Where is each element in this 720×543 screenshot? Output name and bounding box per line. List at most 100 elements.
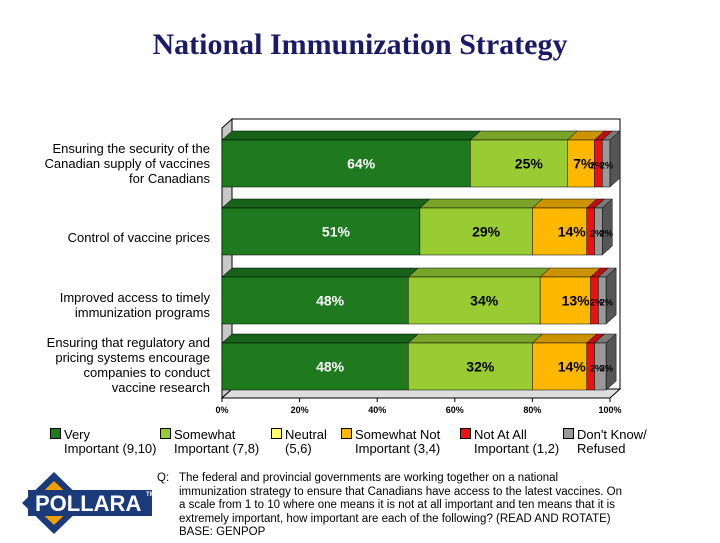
legend-label: Neutral: [285, 427, 327, 442]
bar-segment-top: [469, 130, 578, 141]
x-tick-label: 60%: [446, 405, 464, 415]
legend-swatch: [50, 428, 61, 439]
bar-segment-top: [221, 198, 431, 209]
category-label-line: Ensuring that regulatory and: [46, 335, 210, 350]
bar-segment: [407, 342, 533, 391]
data-label: 2%: [590, 298, 603, 308]
x-tick-label: 0%: [215, 405, 228, 415]
legend-label: Important (9,10): [64, 441, 157, 456]
bar-segment: [532, 342, 587, 391]
data-label: 64%: [347, 156, 376, 172]
bar-end-face: [609, 130, 621, 188]
legend: Very Important (9,10) Somewhat Important…: [50, 428, 670, 462]
bar-end-face: [605, 267, 617, 325]
legend-item-neutral: Neutral (5,6): [271, 428, 327, 456]
legend-swatch: [341, 428, 352, 439]
legend-item-somewhat-not-important: Somewhat Not Important (3,4): [341, 428, 440, 456]
question-body: The federal and provincial governments a…: [179, 472, 622, 538]
logo-graphic: POLLARA TM: [22, 472, 155, 534]
pollara-logo: POLLARA TM: [18, 468, 160, 538]
category-label-3: Improved access to timely immunization p…: [60, 290, 210, 320]
data-label: 3%: [600, 364, 613, 374]
x-tick-label: 40%: [368, 405, 386, 415]
data-label: 13%: [562, 293, 591, 309]
legend-label: Somewhat: [174, 427, 236, 442]
data-label: 7%: [573, 156, 594, 172]
bar-end-face: [601, 198, 613, 256]
legend-swatch: [460, 428, 471, 439]
bar-segment-top: [221, 130, 481, 141]
logo-band: [28, 490, 152, 516]
category-label-line: Ensuring the security of the: [52, 141, 210, 156]
data-label: 48%: [316, 359, 345, 375]
data-label: 25%: [515, 156, 544, 172]
bar-segment-top: [531, 333, 598, 344]
legend-swatch: [563, 428, 574, 439]
bar-end-face: [605, 333, 617, 391]
bar-segment-top: [407, 267, 551, 278]
bar-segment-top: [531, 198, 598, 209]
legend-label: Don't Know/: [577, 427, 647, 442]
bar-segment-top: [221, 333, 419, 344]
legend-item-not-at-all-important: Not At All Important (1,2): [460, 428, 559, 456]
data-label: 2%: [600, 229, 613, 239]
category-label-line: pricing systems encourage: [55, 350, 210, 365]
category-label-1: Ensuring the security of the Canadian su…: [45, 141, 211, 186]
legend-label: Not At All: [474, 427, 527, 442]
bar-segment: [532, 207, 587, 256]
bar-segment: [470, 139, 568, 188]
bar-segment: [407, 276, 541, 325]
category-label-line: immunization programs: [74, 305, 210, 320]
data-label: 29%: [472, 224, 501, 240]
legend-label: (5,6): [285, 441, 312, 456]
data-label: 2%: [600, 161, 613, 171]
legend-swatch: [160, 428, 171, 439]
legend-label: Very: [64, 427, 91, 442]
category-label-4: Ensuring that regulatory and pricing sys…: [47, 335, 210, 395]
bar-segment: [221, 342, 409, 391]
data-label: 14%: [558, 224, 587, 240]
data-label: 2%: [590, 364, 603, 374]
data-label: 2%: [590, 229, 603, 239]
data-label: 14%: [558, 359, 587, 375]
category-label-line: for Canadians: [129, 171, 210, 186]
legend-item-somewhat-important: Somewhat Important (7,8): [160, 428, 259, 456]
question-text: Q: The federal and provincial government…: [157, 472, 627, 540]
logo-tm: TM: [146, 492, 155, 498]
category-label-line: companies to conduct: [83, 365, 210, 380]
category-label-line: Canadian supply of vaccines: [44, 156, 211, 171]
bar-segment-top: [419, 198, 544, 209]
legend-label: Somewhat Not: [355, 427, 441, 442]
bar-segment: [567, 139, 595, 188]
bar-segment: [221, 139, 471, 188]
legend-label: Important (1,2): [474, 441, 560, 456]
x-tick-label: 20%: [291, 405, 309, 415]
legend-label: Refused: [577, 441, 626, 456]
bar-segment: [419, 207, 533, 256]
legend-label: Important (7,8): [174, 441, 260, 456]
bar-segment: [221, 276, 409, 325]
category-label-line: Control of vaccine prices: [67, 230, 210, 245]
data-label: 51%: [322, 224, 351, 240]
bar-segment-top: [407, 333, 544, 344]
data-label: 32%: [466, 359, 495, 375]
data-label: 48%: [316, 293, 345, 309]
chart-title: National Immunization Strategy: [152, 28, 568, 61]
legend-item-dont-know: Don't Know/ Refused: [563, 428, 647, 456]
chart-floor: [220, 388, 622, 399]
data-label: 2%: [600, 298, 613, 308]
category-label-line: vaccine research: [111, 380, 210, 395]
legend-swatch: [271, 428, 282, 439]
bar-segment: [539, 276, 591, 325]
legend-label: Important (3,4): [355, 441, 441, 456]
data-label: 2%: [590, 161, 603, 171]
data-label: 34%: [470, 293, 499, 309]
bar-segment: [221, 207, 421, 256]
legend-item-very-important: Very Important (9,10): [50, 428, 157, 456]
x-tick-label: 100%: [598, 405, 621, 415]
category-label-2: Control of vaccine prices: [68, 230, 210, 245]
logo-text: POLLARA: [35, 491, 141, 516]
category-label-line: Improved access to timely: [59, 290, 210, 305]
question-prefix: Q:: [157, 472, 170, 484]
